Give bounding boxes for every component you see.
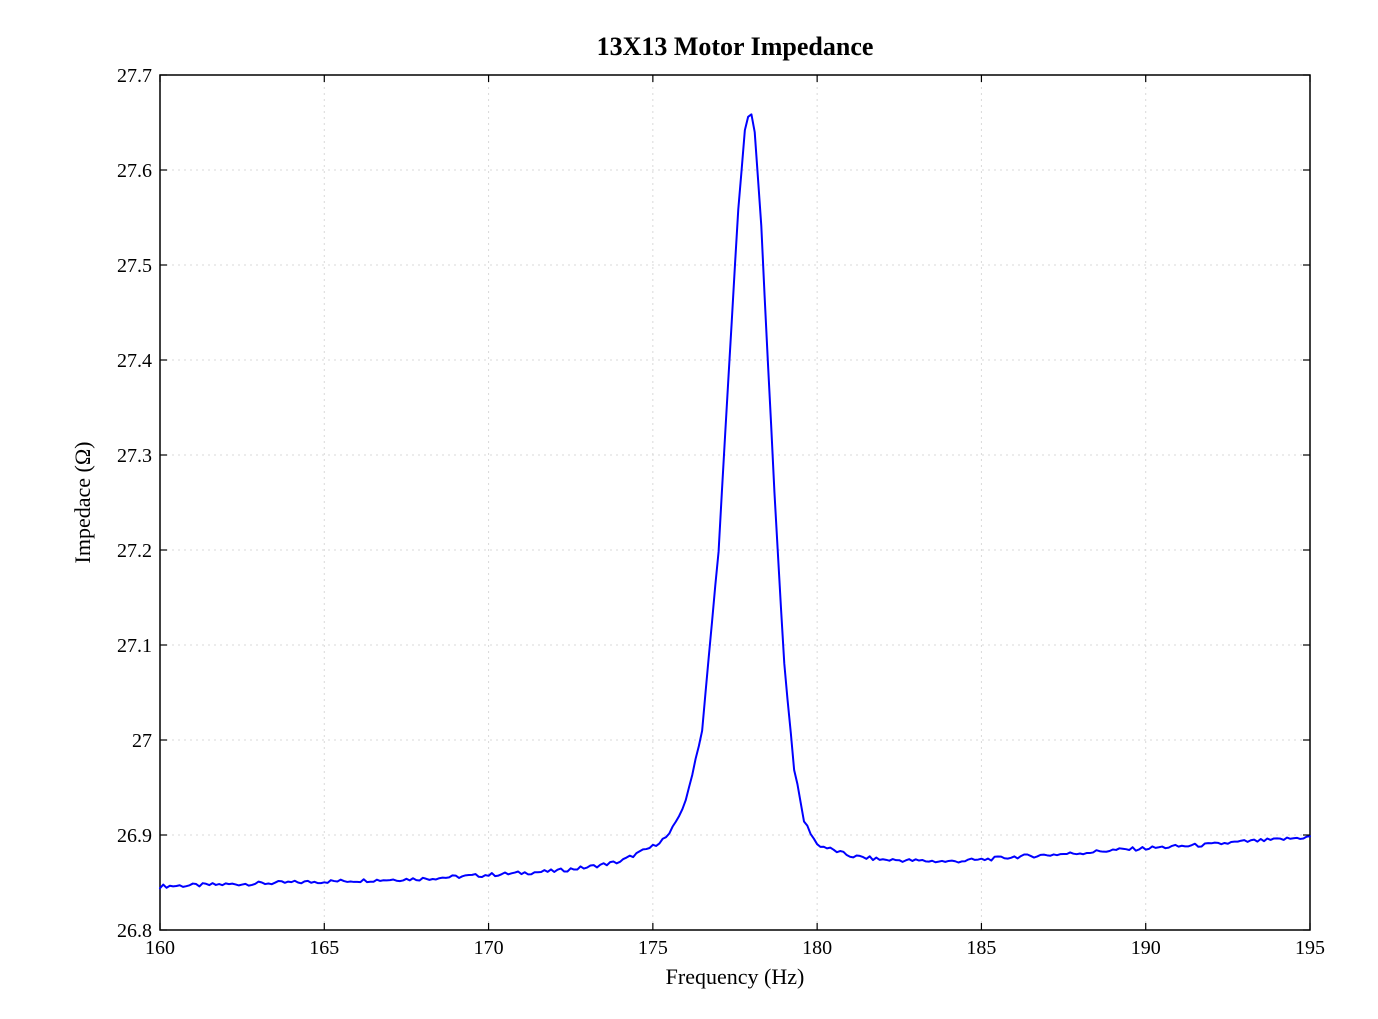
x-tick-label: 185 <box>966 937 996 959</box>
chart-title: 13X13 Motor Impedance <box>597 32 874 61</box>
y-axis-label: Impedace (Ω) <box>70 442 95 564</box>
impedance-chart: 16016517017518018519019526.826.92727.127… <box>0 0 1378 1019</box>
y-tick-label: 27.2 <box>117 540 152 562</box>
x-tick-label: 165 <box>309 937 339 959</box>
chart-container: 16016517017518018519019526.826.92727.127… <box>0 0 1378 1019</box>
y-tick-label: 27.6 <box>117 160 152 182</box>
y-tick-label: 26.8 <box>117 920 152 942</box>
x-tick-label: 195 <box>1295 937 1325 959</box>
x-tick-label: 190 <box>1131 937 1161 959</box>
y-tick-label: 27.4 <box>117 350 152 372</box>
y-tick-label: 27 <box>132 730 152 752</box>
plot-area <box>160 75 1310 930</box>
x-tick-label: 180 <box>802 937 832 959</box>
y-tick-label: 27.3 <box>117 445 152 467</box>
x-tick-label: 170 <box>474 937 504 959</box>
x-axis-label: Frequency (Hz) <box>666 964 805 989</box>
y-tick-label: 27.7 <box>117 65 152 87</box>
y-tick-label: 26.9 <box>117 825 152 847</box>
y-tick-label: 27.5 <box>117 255 152 277</box>
x-tick-label: 175 <box>638 937 668 959</box>
y-tick-label: 27.1 <box>117 635 152 657</box>
